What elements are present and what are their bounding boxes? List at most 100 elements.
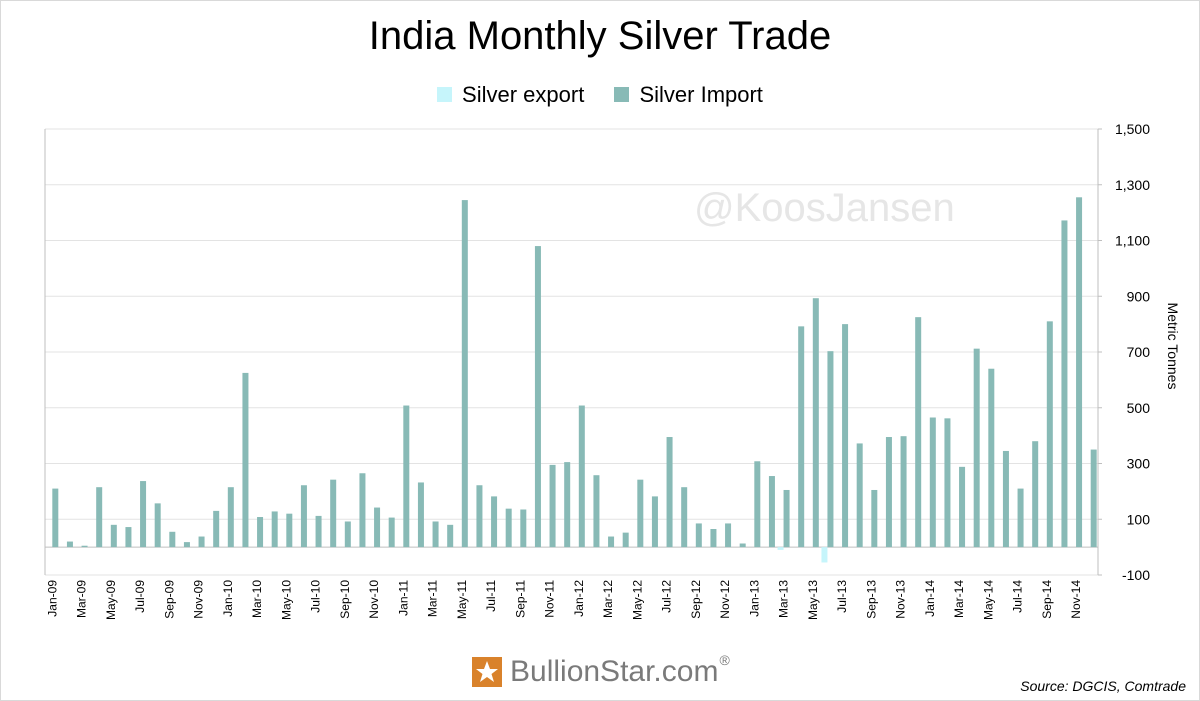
import-bar: [359, 473, 366, 548]
import-bar: [608, 536, 615, 548]
x-tick-label: Mar-11: [426, 580, 440, 617]
y-tick-label: 300: [1127, 456, 1151, 472]
import-bar: [593, 475, 600, 548]
legend-swatch-export: [437, 86, 453, 102]
import-bar: [915, 317, 922, 548]
watermark: @KoosJansen: [694, 186, 955, 230]
import-bar: [929, 417, 936, 548]
y-axis-title: Metric Tonnes: [1165, 303, 1181, 390]
import-bar: [447, 524, 454, 548]
import-bar: [242, 372, 249, 548]
import-bar: [534, 246, 541, 548]
x-tick-label: Sep-11: [513, 580, 527, 618]
x-tick-label: Nov-10: [367, 580, 381, 619]
import-bar: [578, 405, 585, 548]
x-tick-label: Jan-14: [923, 580, 937, 617]
logo-registered-mark: ®: [719, 652, 730, 668]
y-tick-label: 1,100: [1115, 233, 1150, 249]
x-tick-label: May-11: [455, 580, 469, 619]
import-bar: [1017, 488, 1024, 548]
import-bar: [140, 481, 147, 548]
export-bar: [821, 547, 828, 563]
legend: Silver export Silver Import: [0, 82, 1200, 108]
import-bar: [856, 443, 863, 548]
import-bar: [403, 405, 410, 548]
x-tick-label: Jul-14: [1011, 580, 1025, 613]
x-tick-label: May-12: [630, 580, 644, 620]
import-bar: [96, 487, 103, 548]
legend-swatch-import: [614, 86, 630, 102]
import-bar: [768, 476, 775, 548]
x-tick-label: May-13: [806, 580, 820, 620]
x-tick-label: Mar-13: [777, 580, 791, 618]
import-bar: [81, 545, 88, 548]
import-bar: [183, 542, 190, 548]
import-bar: [315, 515, 322, 548]
x-tick-label: Jul-13: [835, 580, 849, 613]
import-bar: [154, 503, 161, 548]
import-bar: [374, 507, 381, 548]
import-bar: [885, 437, 892, 548]
x-tick-label: Mar-12: [601, 580, 615, 618]
import-bar: [783, 489, 790, 548]
legend-label-import: Silver Import: [639, 82, 763, 107]
x-tick-label: Nov-11: [543, 580, 557, 618]
import-bar: [637, 479, 644, 548]
x-tick-label: Jan-10: [221, 580, 235, 617]
import-bar: [900, 436, 907, 548]
import-bar: [110, 524, 117, 548]
x-tick-label: Sep-12: [689, 580, 703, 619]
x-tick-label: Jan-09: [45, 580, 59, 617]
import-bar: [388, 517, 395, 548]
y-tick-label: 500: [1127, 400, 1151, 416]
x-tick-label: Jul-11: [484, 580, 498, 612]
import-bar: [169, 531, 176, 548]
x-tick-label: Jan-13: [747, 580, 761, 617]
star-logo-icon: [472, 657, 502, 687]
x-tick-label: Nov-14: [1069, 580, 1083, 619]
x-tick-label: Jul-12: [660, 580, 674, 613]
y-tick-label: 100: [1127, 511, 1151, 527]
import-bar: [564, 462, 571, 548]
export-bar: [777, 547, 784, 550]
x-tick-label: Sep-14: [1040, 580, 1054, 619]
import-bar: [257, 517, 264, 548]
import-bar: [666, 437, 673, 548]
import-bar: [505, 508, 512, 548]
import-bar: [1002, 450, 1009, 548]
import-bar: [842, 324, 849, 548]
import-bar: [1032, 441, 1039, 548]
x-tick-label: Mar-09: [75, 580, 89, 618]
import-bar: [549, 464, 556, 548]
import-bar: [798, 326, 805, 548]
legend-item-export: Silver export: [437, 82, 584, 108]
import-bar: [125, 527, 132, 548]
import-bar: [973, 348, 980, 548]
import-bar: [461, 200, 468, 548]
import-bar: [271, 511, 278, 548]
import-bar: [812, 298, 819, 548]
import-bar: [651, 496, 658, 548]
x-tick-label: Sep-10: [338, 580, 352, 619]
source-note: Source: DGCIS, Comtrade: [1020, 678, 1186, 694]
x-tick-label: Jan-11: [396, 580, 410, 616]
import-bar: [871, 489, 878, 548]
import-bar: [754, 461, 761, 548]
import-bar: [52, 488, 59, 548]
bullionstar-logo: BullionStar.com ®: [472, 652, 730, 690]
x-tick-label: May-10: [279, 580, 293, 620]
import-bar: [476, 485, 483, 548]
import-bar: [725, 523, 732, 548]
y-tick-label: 700: [1127, 344, 1151, 360]
import-bar: [1090, 449, 1097, 548]
x-tick-label: Mar-10: [250, 580, 264, 618]
import-bar: [520, 509, 527, 548]
legend-item-import: Silver Import: [614, 82, 763, 108]
import-bar: [710, 529, 717, 548]
import-bar: [198, 536, 205, 548]
import-bar: [827, 351, 834, 548]
import-bar: [622, 532, 629, 548]
x-tick-label: May-09: [104, 580, 118, 620]
legend-label-export: Silver export: [462, 82, 585, 107]
y-tick-label: 1,300: [1115, 177, 1150, 193]
